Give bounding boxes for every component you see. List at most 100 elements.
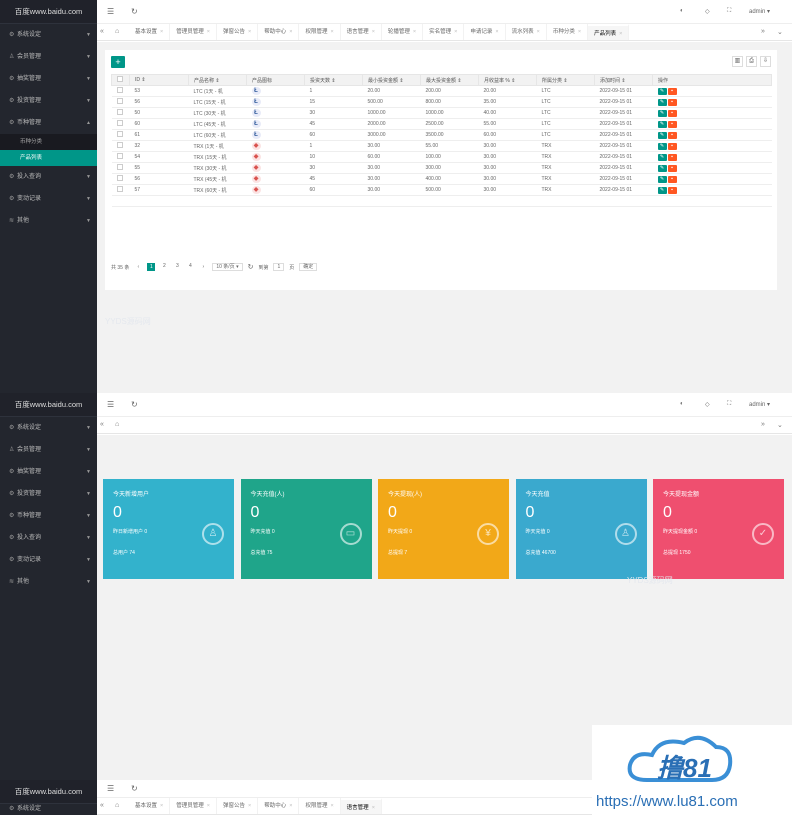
sidebar-item-system[interactable]: ⚙ 系统设定 [0,804,97,815]
export-icon[interactable]: ⇩ [760,56,771,67]
tabs-dropdown-icon[interactable]: ⌄ [777,29,783,36]
delete-icon[interactable]: ▪ [667,186,677,194]
edit-icon[interactable]: ✎ [657,153,667,161]
column-header-9[interactable]: 添加时间 ⇕ [594,74,653,86]
sidebar-item-6[interactable]: ⚙ 变动记录 ▼ [0,188,97,210]
home-icon[interactable]: ⌂ [115,421,120,428]
close-icon[interactable]: × [206,29,210,35]
tab-5[interactable]: 语言管理 × [341,24,382,40]
tab-4[interactable]: 权限管理 × [299,798,341,814]
sidebar-item-2[interactable]: ⚙ 抽奖管理 ▼ [0,461,97,483]
sidebar-subitem-1[interactable]: 产品列表 [0,150,97,166]
edit-icon[interactable]: ✎ [657,131,667,139]
delete-icon[interactable]: ▪ [667,153,677,161]
refresh-icon[interactable]: ↻ [131,7,138,16]
tab-2[interactable]: 弹窗公告 × [217,24,259,40]
tab-10[interactable]: 币种分类 × [547,24,589,40]
close-icon[interactable]: × [160,29,164,35]
columns-icon[interactable]: ▥ [732,56,743,67]
tab-0[interactable]: 基本设置 × [129,798,171,814]
sidebar-item-1[interactable]: ♙ 会员管理 ▼ [0,439,97,461]
theme-icon[interactable]: ◐ [680,401,684,407]
close-icon[interactable]: × [495,29,499,35]
edit-icon[interactable]: ✎ [657,120,667,128]
tag-icon[interactable]: ◇ [705,9,710,15]
edit-icon[interactable]: ✎ [657,175,667,183]
sidebar-item-4[interactable]: ⚙ 币种管理 ▼ [0,505,97,527]
tag-icon[interactable]: ◇ [705,402,710,408]
confirm-button[interactable]: 确定 [299,263,318,271]
sidebar-item-6[interactable]: ⚙ 变动记录 ▼ [0,549,97,571]
column-header-5[interactable]: 最小投资金额 ⇕ [362,74,421,86]
close-icon[interactable]: × [289,29,293,35]
delete-icon[interactable]: ▪ [667,175,677,183]
prev-page-icon[interactable]: ‹ [137,264,140,270]
sidebar-item-3[interactable]: ⚙ 投资管理 ▼ [0,483,97,505]
delete-icon[interactable]: ▪ [667,164,677,172]
page-2[interactable]: 2 [162,263,166,269]
refresh-icon[interactable]: ↻ [131,784,138,793]
close-icon[interactable]: × [371,29,375,35]
tab-2[interactable]: 弹窗公告 × [217,798,259,814]
tab-11[interactable]: 产品列表 × [588,24,630,40]
page-1[interactable]: 1 [147,263,156,271]
fullscreen-icon[interactable]: ⛶ [727,401,732,407]
close-icon[interactable]: × [247,29,252,35]
sidebar-item-7[interactable]: ≋ 其他 ▼ [0,571,97,593]
tab-3[interactable]: 帮助中心 × [258,24,300,40]
tabs-left-icon[interactable]: « [100,802,104,809]
edit-icon[interactable]: ✎ [657,87,667,95]
row-checkbox[interactable] [116,164,123,170]
delete-icon[interactable]: ▪ [667,142,677,150]
theme-icon[interactable]: ◐ [680,8,684,14]
brand-url[interactable]: https://www.lu81.com [596,793,738,810]
row-checkbox[interactable] [116,186,123,192]
tab-9[interactable]: 流水列表 × [506,24,547,40]
column-header-2[interactable]: 产品名称 ⇕ [188,74,247,86]
tabs-dropdown-icon[interactable]: ⌄ [777,422,783,429]
delete-icon[interactable]: ▪ [667,131,677,139]
sidebar-subitem-0[interactable]: 币种分类 [0,134,97,150]
tab-0[interactable]: 基本设置 × [129,24,171,40]
column-header-7[interactable]: 月收益率 % ⇕ [478,74,537,86]
tabs-right-icon[interactable]: » [761,28,765,35]
row-checkbox[interactable] [116,175,123,181]
close-icon[interactable]: × [371,805,375,811]
menu-toggle-icon[interactable]: ☰ [107,7,115,16]
sidebar-item-5[interactable]: ⚙ 投入查询 ▼ [0,527,97,549]
edit-icon[interactable]: ✎ [657,98,667,106]
sidebar-item-3[interactable]: ⚙ 投资管理 ▼ [0,90,97,112]
app-logo[interactable]: 百度www.baidu.com [0,780,97,804]
row-checkbox[interactable] [116,131,123,137]
sidebar-item-2[interactable]: ⚙ 抽奖管理 ▼ [0,68,97,90]
app-logo[interactable]: 百度www.baidu.com [0,0,97,24]
app-logo[interactable]: 百度www.baidu.com [0,393,97,417]
home-icon[interactable]: ⌂ [115,28,120,35]
admin-menu[interactable]: admin ▾ [749,9,771,15]
sidebar-item-5[interactable]: ⚙ 投入查询 ▼ [0,166,97,188]
close-icon[interactable]: × [454,29,458,35]
row-checkbox[interactable] [116,98,123,104]
refresh-icon[interactable]: ↻ [131,400,138,409]
delete-icon[interactable]: ▪ [667,109,677,117]
row-checkbox[interactable] [116,120,123,126]
delete-icon[interactable]: ▪ [667,87,677,95]
close-icon[interactable]: × [247,803,252,809]
edit-icon[interactable]: ✎ [657,109,667,117]
page-input[interactable]: 1 [273,263,285,271]
tabs-right-icon[interactable]: » [761,421,765,428]
tab-3[interactable]: 帮助中心 × [258,798,300,814]
column-header-1[interactable]: ID ⇕ [129,74,189,86]
edit-icon[interactable]: ✎ [657,164,667,172]
row-checkbox[interactable] [116,87,123,93]
home-icon[interactable]: ⌂ [115,802,120,809]
delete-icon[interactable]: ▪ [667,120,677,128]
sidebar-item-4[interactable]: ⚙ 币种管理 ▲ [0,112,97,134]
page-3[interactable]: 3 [175,263,179,269]
tab-1[interactable]: 管理员管理 × [170,24,217,40]
column-header-8[interactable]: 所属分类 ⇕ [536,74,595,86]
tab-5[interactable]: 语言管理 × [340,798,382,814]
print-icon[interactable]: ⎙ [746,56,757,67]
next-page-icon[interactable]: › [202,264,205,270]
tabs-left-icon[interactable]: « [100,421,104,428]
